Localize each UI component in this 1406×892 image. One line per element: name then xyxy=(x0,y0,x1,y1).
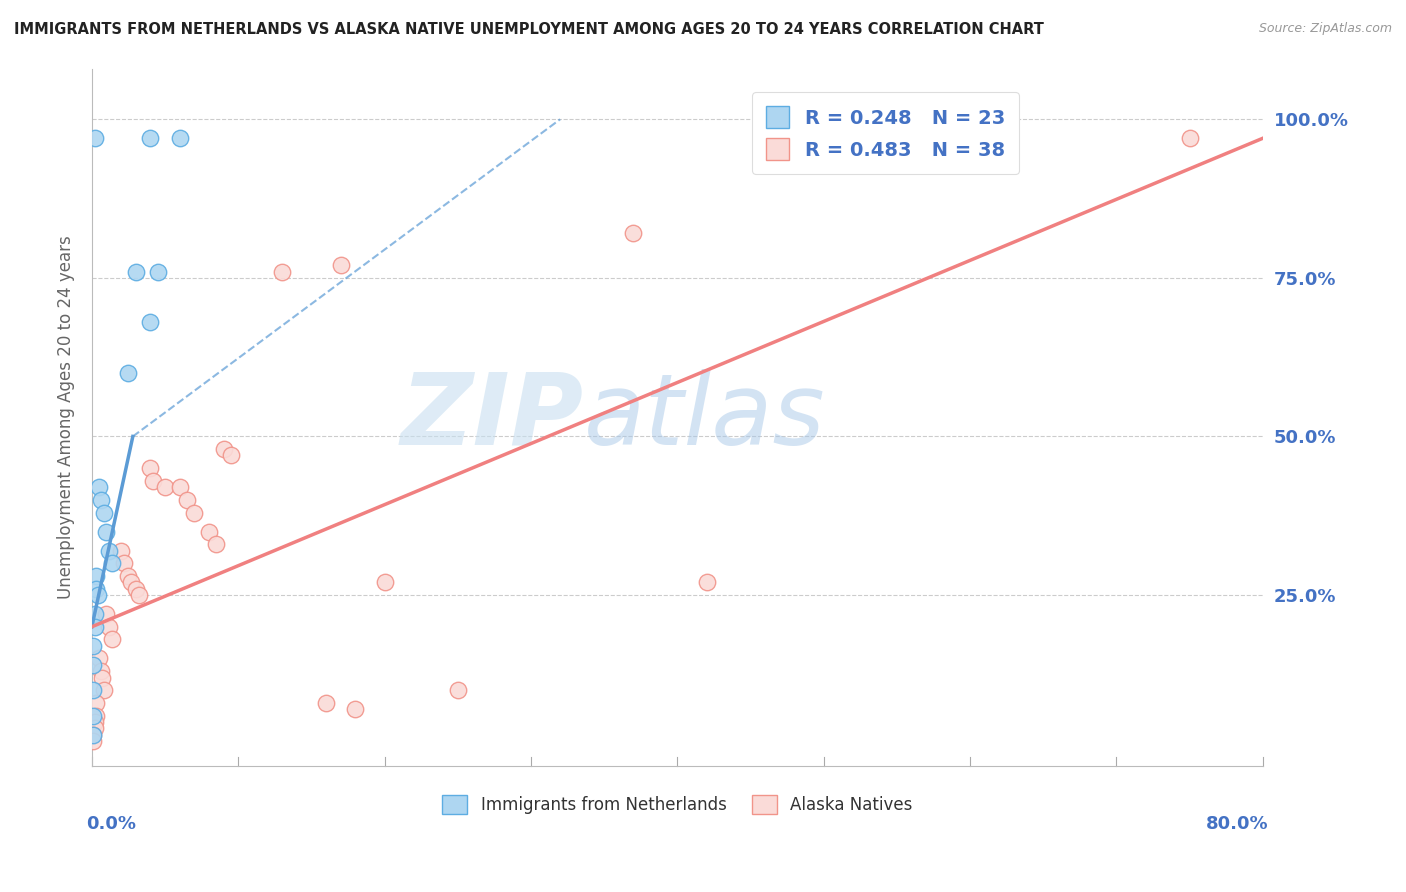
Point xyxy=(1178,131,1201,145)
Point xyxy=(98,543,121,558)
Point xyxy=(621,227,644,241)
Point xyxy=(447,683,470,698)
Point xyxy=(93,506,115,520)
Point xyxy=(696,575,718,590)
Text: atlas: atlas xyxy=(583,369,825,466)
Point xyxy=(90,664,112,678)
Point xyxy=(117,569,139,583)
Point xyxy=(84,708,107,723)
Y-axis label: Unemployment Among Ages 20 to 24 years: Unemployment Among Ages 20 to 24 years xyxy=(58,235,75,599)
Point xyxy=(169,131,191,145)
Point xyxy=(169,480,191,494)
Point xyxy=(128,588,150,602)
Point xyxy=(329,258,352,272)
Point xyxy=(83,131,105,145)
Point xyxy=(146,264,169,278)
Point xyxy=(98,620,121,634)
Text: ZIP: ZIP xyxy=(401,369,583,466)
Point xyxy=(84,582,107,596)
Point xyxy=(82,728,104,742)
Point xyxy=(271,264,294,278)
Point xyxy=(198,524,221,539)
Point xyxy=(139,315,162,329)
Point xyxy=(344,702,367,716)
Point xyxy=(153,480,176,494)
Point xyxy=(93,683,115,698)
Point xyxy=(219,449,242,463)
Point xyxy=(90,492,112,507)
Text: Source: ZipAtlas.com: Source: ZipAtlas.com xyxy=(1258,22,1392,36)
Point xyxy=(84,696,107,710)
Point xyxy=(82,639,104,653)
Text: IMMIGRANTS FROM NETHERLANDS VS ALASKA NATIVE UNEMPLOYMENT AMONG AGES 20 TO 24 YE: IMMIGRANTS FROM NETHERLANDS VS ALASKA NA… xyxy=(14,22,1043,37)
Point xyxy=(176,492,198,507)
Point xyxy=(89,480,111,494)
Text: 80.0%: 80.0% xyxy=(1206,815,1268,833)
Point xyxy=(315,696,337,710)
Point xyxy=(82,734,104,748)
Point xyxy=(82,728,104,742)
Point xyxy=(125,264,148,278)
Point xyxy=(374,575,396,590)
Legend: Immigrants from Netherlands, Alaska Natives: Immigrants from Netherlands, Alaska Nati… xyxy=(436,789,920,821)
Point xyxy=(82,708,104,723)
Point xyxy=(101,632,124,647)
Point xyxy=(139,131,162,145)
Point xyxy=(96,607,118,621)
Point xyxy=(82,683,104,698)
Point xyxy=(117,366,139,380)
Point xyxy=(89,651,111,665)
Point xyxy=(91,671,114,685)
Point xyxy=(96,524,118,539)
Point xyxy=(86,588,108,602)
Point xyxy=(82,657,104,672)
Point xyxy=(84,569,107,583)
Point xyxy=(83,620,105,634)
Point xyxy=(120,575,142,590)
Point xyxy=(142,474,165,488)
Point xyxy=(183,506,205,520)
Point xyxy=(83,607,105,621)
Point xyxy=(83,721,105,735)
Point xyxy=(212,442,235,457)
Text: 0.0%: 0.0% xyxy=(86,815,136,833)
Point xyxy=(125,582,148,596)
Point xyxy=(112,557,135,571)
Point xyxy=(101,557,124,571)
Point xyxy=(205,537,228,551)
Point xyxy=(110,543,132,558)
Point xyxy=(139,461,162,475)
Point xyxy=(83,714,105,729)
